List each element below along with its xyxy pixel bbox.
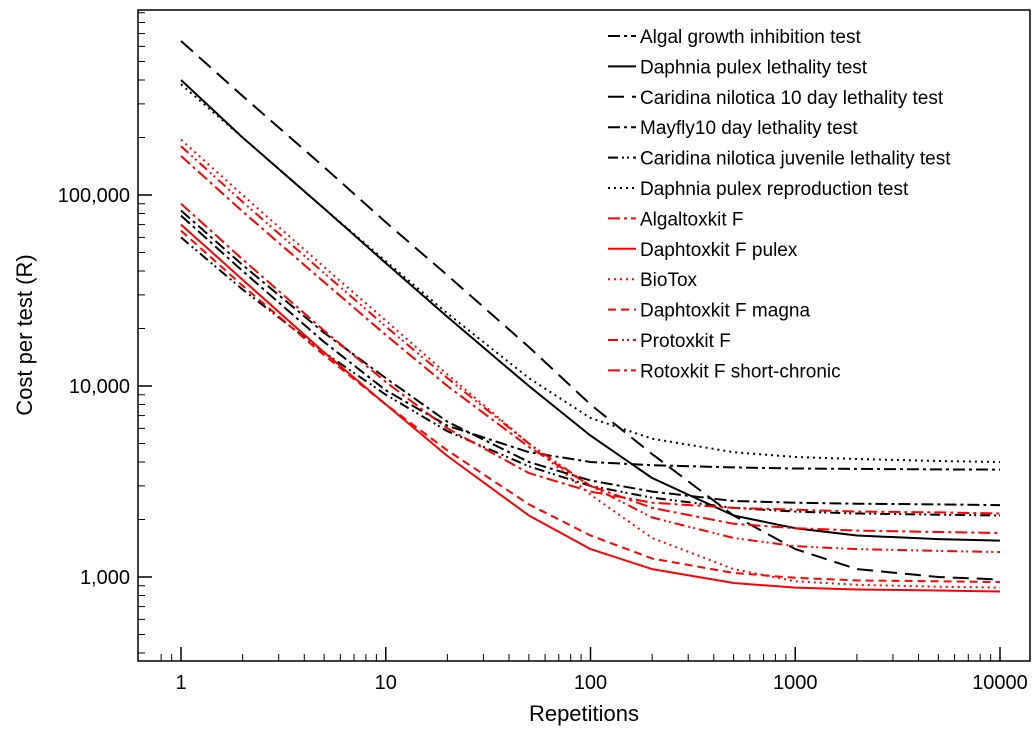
legend-label: Algal growth inhibition test	[640, 27, 861, 48]
legend-label: Daphtoxkit F magna	[640, 301, 810, 322]
series-line	[180, 138, 1001, 589]
series-layer	[180, 40, 1001, 593]
axis-ticks: 1 10 100 1000 10000 1,000 10,000 100,000	[58, 185, 1028, 694]
legend-label: Daphtoxkit F pulex	[640, 240, 798, 261]
x-tick-label: 100	[574, 672, 607, 694]
series-line	[180, 214, 1001, 471]
x-tick-label: 1000	[773, 672, 818, 694]
legend-label: Algaltoxkit F	[640, 209, 743, 230]
y-tick-label: 100,000	[58, 185, 130, 207]
series-line	[180, 223, 1001, 593]
y-axis-title: Cost per test (R)	[12, 254, 37, 415]
legend: Algal growth inhibition test Daphnia pule…	[608, 27, 951, 382]
series-line	[180, 155, 1001, 534]
legend-label: Caridina nilotica juvenile lethality tes…	[640, 149, 951, 170]
series-line	[180, 79, 1001, 542]
series-line	[180, 236, 1001, 517]
series-line	[180, 202, 1001, 515]
legend-label: Daphnia pulex reproduction test	[640, 179, 909, 200]
x-tick-label: 10	[375, 672, 397, 694]
legend-label: Caridina nilotica 10 day lethality test	[640, 88, 944, 109]
legend-label: Rotoxkit F short-chronic	[640, 361, 841, 382]
x-axis-title: Repetitions	[529, 701, 639, 726]
series-line	[180, 209, 1001, 507]
plot-frame	[137, 9, 1031, 662]
series-line	[180, 83, 1001, 463]
y-tick-label: 10,000	[69, 376, 130, 398]
legend-label: Daphnia pulex lethality test	[640, 57, 868, 78]
minor-ticks	[138, 12, 992, 661]
series-line	[180, 40, 1001, 581]
y-tick-label: 1,000	[80, 567, 130, 589]
legend-label: BioTox	[640, 270, 698, 291]
legend-label: Mayfly10 day lethality test	[640, 118, 858, 139]
legend-label: Protoxkit F	[640, 331, 731, 352]
x-tick-label: 10000	[972, 672, 1028, 694]
series-line	[180, 229, 1001, 584]
series-line	[180, 145, 1001, 554]
x-tick-label: 1	[175, 672, 186, 694]
